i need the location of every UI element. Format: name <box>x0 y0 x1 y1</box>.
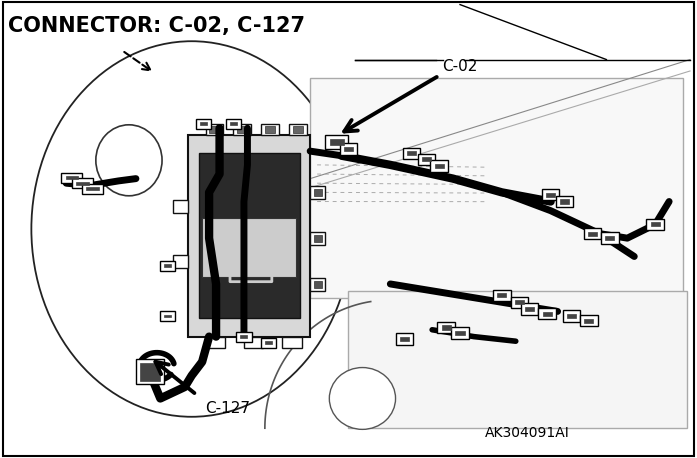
Bar <box>399 337 408 341</box>
Bar <box>422 158 431 162</box>
Bar <box>293 126 303 133</box>
Bar <box>265 126 275 133</box>
Bar <box>236 332 252 342</box>
Bar <box>493 290 510 301</box>
Ellipse shape <box>95 125 162 196</box>
Bar <box>196 119 211 129</box>
Bar <box>402 147 420 159</box>
Bar <box>539 308 556 320</box>
Text: C-127: C-127 <box>206 401 251 416</box>
Ellipse shape <box>31 41 352 417</box>
Bar <box>498 294 506 298</box>
Text: AK304091AI: AK304091AI <box>484 426 569 440</box>
Bar <box>438 322 454 333</box>
Bar <box>310 186 325 199</box>
Bar <box>76 182 89 185</box>
Bar <box>542 189 559 201</box>
Bar <box>261 124 279 135</box>
Bar <box>456 331 464 335</box>
Ellipse shape <box>329 367 396 430</box>
Bar <box>136 359 164 385</box>
Bar <box>233 124 251 135</box>
Bar <box>442 325 451 330</box>
Bar <box>173 255 188 268</box>
Bar <box>339 143 357 154</box>
Bar <box>261 338 276 348</box>
Bar <box>431 160 448 171</box>
Bar <box>567 314 576 318</box>
Text: CONNECTOR: C-02, C-127: CONNECTOR: C-02, C-127 <box>8 16 305 36</box>
Bar <box>237 126 247 133</box>
Bar <box>344 147 353 151</box>
Bar <box>562 311 580 322</box>
Bar <box>199 153 300 318</box>
Bar <box>556 196 574 207</box>
Bar <box>230 122 237 125</box>
Bar <box>188 135 310 337</box>
Bar <box>510 297 528 308</box>
Bar <box>310 278 325 291</box>
Bar <box>584 319 594 322</box>
Bar <box>314 281 322 288</box>
Bar <box>314 189 322 196</box>
Bar <box>140 363 160 381</box>
Bar <box>605 236 615 240</box>
Bar <box>200 122 207 125</box>
Bar <box>289 124 307 135</box>
Bar <box>650 223 659 227</box>
Bar <box>310 232 325 245</box>
Bar <box>265 341 272 344</box>
Bar <box>560 199 569 203</box>
Bar <box>86 187 99 190</box>
Bar <box>418 154 435 165</box>
Bar <box>546 192 555 197</box>
Bar <box>66 176 78 179</box>
FancyBboxPatch shape <box>310 78 683 298</box>
Text: C-02: C-02 <box>443 59 478 74</box>
Bar <box>206 337 225 348</box>
Bar <box>325 135 348 149</box>
Bar <box>282 337 302 348</box>
Bar <box>240 335 247 338</box>
FancyBboxPatch shape <box>348 291 687 428</box>
Bar <box>396 333 413 344</box>
Bar <box>406 151 415 156</box>
Bar <box>452 327 469 339</box>
Bar <box>601 233 618 244</box>
Bar <box>164 315 171 317</box>
Bar <box>435 164 443 168</box>
Bar <box>521 303 538 315</box>
Bar <box>580 315 598 327</box>
Bar <box>514 300 524 304</box>
Bar <box>82 184 103 194</box>
Bar <box>314 235 322 242</box>
Bar <box>164 264 171 267</box>
Bar <box>160 311 175 321</box>
Bar <box>584 228 601 239</box>
Bar <box>244 337 263 348</box>
Bar <box>526 307 535 311</box>
Bar <box>61 173 82 183</box>
Bar <box>646 219 664 230</box>
Bar <box>72 178 93 188</box>
Bar <box>330 139 344 145</box>
Bar <box>206 124 223 135</box>
Bar <box>202 218 296 277</box>
Bar <box>160 261 175 271</box>
Bar <box>209 126 220 133</box>
Bar <box>226 119 241 129</box>
Bar <box>543 311 552 316</box>
Bar <box>173 200 188 213</box>
Bar <box>588 232 597 236</box>
